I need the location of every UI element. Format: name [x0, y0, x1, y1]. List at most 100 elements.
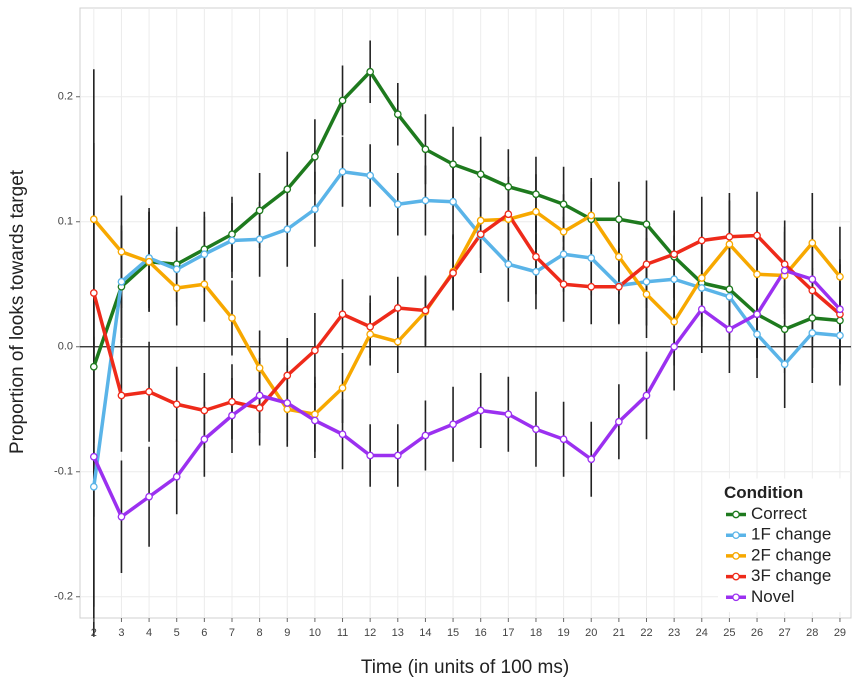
point — [283, 405, 292, 414]
x-tick-label: 3 — [118, 627, 124, 639]
x-tick-label: 18 — [530, 627, 542, 639]
legend-key-point — [732, 572, 740, 581]
point — [449, 269, 457, 277]
point — [366, 67, 375, 76]
point — [808, 286, 817, 295]
point — [255, 364, 264, 372]
point — [89, 482, 98, 491]
point — [532, 252, 540, 261]
point — [559, 435, 568, 444]
legend-key-point — [732, 552, 740, 560]
point — [780, 260, 789, 269]
point — [117, 247, 126, 256]
point — [504, 182, 513, 191]
series-line — [92, 70, 841, 368]
x-tick-label: 20 — [585, 627, 597, 639]
point — [642, 260, 651, 269]
legend-key-point — [732, 510, 740, 519]
point — [283, 225, 292, 234]
point — [228, 314, 236, 322]
x-tick-label: 11 — [337, 627, 348, 639]
point — [366, 330, 375, 339]
point — [615, 282, 623, 291]
point — [393, 337, 402, 346]
legend-label: 3F change — [751, 566, 831, 585]
point — [504, 410, 513, 419]
point — [532, 267, 540, 276]
x-tick-label: 21 — [613, 627, 625, 639]
x-tick-label: 29 — [834, 627, 846, 639]
point — [780, 360, 789, 369]
point — [145, 387, 153, 396]
x-tick-label: 13 — [392, 627, 404, 639]
x-tick-label: 26 — [751, 627, 763, 639]
point — [808, 239, 817, 247]
legend-key-point — [732, 531, 740, 540]
x-tick-label: 27 — [779, 627, 791, 639]
point — [753, 231, 761, 240]
point — [559, 200, 568, 209]
point — [753, 310, 761, 319]
point — [145, 492, 153, 501]
point — [697, 236, 706, 245]
y-tick-label: 0.1 — [58, 216, 73, 228]
point — [172, 400, 181, 409]
x-tick-label: 10 — [309, 627, 321, 639]
point — [642, 220, 651, 229]
point — [338, 430, 347, 439]
x-tick-label: 19 — [557, 627, 569, 639]
point — [532, 425, 540, 434]
point — [642, 290, 651, 299]
x-tick-label: 24 — [696, 627, 708, 639]
point — [808, 314, 817, 322]
point — [255, 206, 264, 215]
point — [366, 451, 375, 460]
legend-title: Condition — [724, 483, 803, 502]
point — [421, 306, 430, 315]
point — [255, 235, 264, 244]
point — [311, 346, 319, 355]
point — [172, 284, 181, 292]
point — [559, 280, 568, 289]
point — [200, 280, 209, 289]
point — [753, 330, 761, 339]
point — [145, 257, 153, 266]
point — [393, 304, 402, 312]
point — [587, 211, 596, 220]
point — [117, 391, 126, 400]
point — [283, 185, 292, 194]
point — [587, 455, 596, 464]
point — [725, 285, 734, 294]
point — [504, 260, 513, 269]
point — [476, 170, 485, 179]
x-tick-label: 16 — [475, 627, 487, 639]
point — [725, 292, 734, 301]
point — [311, 416, 319, 425]
point — [559, 227, 568, 236]
point — [476, 216, 485, 225]
point — [587, 282, 596, 291]
point — [421, 145, 430, 154]
point — [449, 420, 457, 429]
point — [366, 322, 375, 331]
x-tick-label: 15 — [447, 627, 459, 639]
point — [228, 230, 236, 239]
point — [559, 250, 568, 259]
legend-box — [718, 478, 850, 612]
point — [615, 252, 623, 261]
point — [200, 435, 209, 444]
point — [255, 404, 264, 412]
series-line — [92, 212, 842, 413]
point — [449, 197, 457, 206]
x-tick-label: 9 — [284, 627, 290, 639]
x-tick-label: 5 — [174, 627, 180, 639]
point — [780, 266, 789, 275]
point — [449, 160, 457, 169]
point — [393, 451, 402, 460]
point — [670, 342, 678, 351]
point — [200, 406, 209, 415]
point — [89, 452, 98, 461]
point — [228, 411, 236, 420]
point — [670, 317, 678, 326]
